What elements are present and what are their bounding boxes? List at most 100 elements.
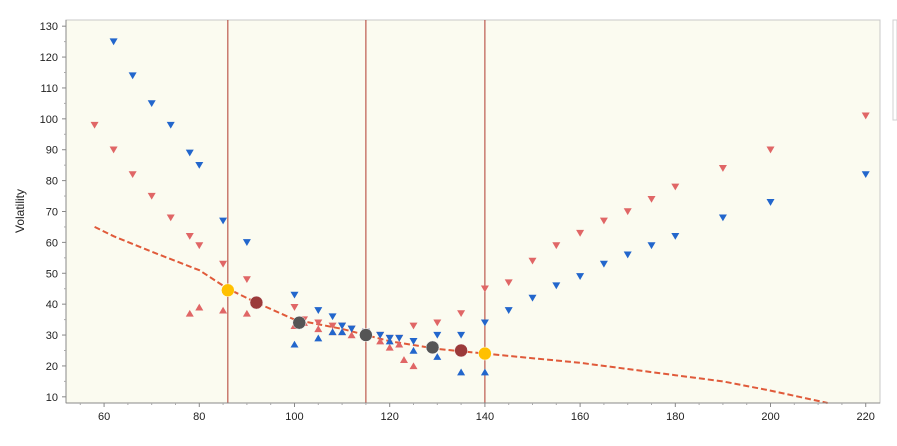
red-triangle-down-point — [599, 217, 608, 225]
highlight-marker — [359, 328, 373, 342]
highlight-marker — [425, 340, 440, 355]
y-tick-label: 100 — [40, 114, 58, 126]
x-tick-label: 140 — [476, 411, 494, 423]
blue-triangle-down-point — [166, 121, 175, 129]
blue-triangle-down-point — [219, 217, 228, 225]
highlight-marker — [478, 346, 492, 361]
red-triangle-down-point — [314, 319, 323, 327]
red-triangle-down-point — [242, 276, 251, 284]
blue-triangle-down-point — [314, 307, 323, 314]
blue-triangle-down-point — [109, 38, 118, 46]
red-triangle-up-point — [385, 343, 394, 351]
blue-triangle-down-point — [128, 72, 137, 80]
blue-triangle-up-point — [385, 337, 394, 345]
blue-triangle-down-point — [766, 199, 775, 206]
red-triangle-up-point — [185, 309, 194, 317]
y-tick-label: 130 — [40, 21, 58, 33]
blue-triangle-down-point — [147, 100, 156, 107]
red-triangle-down-point — [457, 310, 466, 318]
red-triangle-down-point — [861, 112, 870, 120]
blue-triangle-down-point — [861, 171, 870, 179]
red-triangle-down-point — [671, 183, 680, 191]
x-tick-label: 80 — [193, 411, 205, 423]
legend-stub — [892, 19, 897, 121]
red-triangle-up-point — [399, 356, 408, 363]
blue-triangle-down-point — [433, 331, 442, 339]
red-triangle-down-point — [718, 165, 727, 172]
red-triangle-up-point — [242, 309, 251, 317]
blue-triangle-down-point — [338, 322, 347, 330]
y-tick-label: 90 — [46, 145, 58, 157]
red-triangle-down-point — [185, 233, 194, 240]
y-tick-label: 10 — [46, 392, 58, 404]
blue-triangle-down-point — [504, 307, 513, 314]
y-tick-label: 80 — [46, 176, 58, 188]
blue-triangle-up-point — [433, 353, 442, 360]
blue-triangle-down-point — [376, 331, 385, 339]
x-tick-label: 60 — [98, 411, 110, 423]
x-ticks: 60 80 100 120 140 160 180 200 220 — [79, 403, 875, 423]
highlight-markers — [221, 283, 492, 361]
x-tick-label: 160 — [571, 411, 589, 423]
x-tick-label: 200 — [761, 411, 779, 423]
blue-triangle-down-point — [290, 291, 299, 299]
blue-triangle-up-point — [290, 340, 299, 348]
y-tick-label: 20 — [46, 361, 58, 373]
y-tick-label: 40 — [46, 299, 58, 311]
blue-triangle-down-point — [185, 149, 194, 157]
blue-triangle-down-point — [395, 334, 404, 342]
red-triangle-up-point — [195, 303, 204, 311]
red-triangle-down-point — [109, 146, 118, 154]
red-triangle-down-point — [504, 279, 513, 287]
blue-triangle-down-point — [671, 233, 680, 240]
blue-triangle-down-point — [347, 325, 356, 333]
red-triangle-down-point — [195, 242, 204, 250]
red-triangle-down-point — [290, 304, 299, 311]
blue-triangle-down-point — [195, 161, 204, 169]
y-tick-label: 30 — [46, 330, 58, 342]
blue-triangle-down-point — [328, 313, 337, 321]
red-triangle-up-point — [409, 362, 418, 370]
red-triangle-down-point — [328, 322, 337, 330]
red-triangle-up-point — [314, 325, 323, 333]
blue-triangle-down-point — [576, 273, 585, 280]
blue-triangle-down-point — [599, 260, 608, 268]
series-group — [90, 38, 870, 376]
red-triangle-down-point — [576, 229, 585, 237]
y-ticks: 10 20 30 40 50 60 70 80 90 100 110 120 130 — [40, 21, 66, 404]
y-tick-label: 110 — [40, 83, 58, 95]
y-tick-label: 60 — [46, 237, 58, 249]
red-triangle-down-point — [147, 192, 156, 200]
red-triangle-up-point — [395, 340, 404, 348]
blue-triangle-down-point — [242, 239, 251, 246]
blue-triangle-down-point — [623, 251, 632, 259]
highlight-marker — [221, 283, 235, 298]
x-tick-label: 100 — [285, 411, 303, 423]
blue-triangle-down-point — [409, 338, 418, 345]
blue-triangle-down-point — [457, 331, 466, 339]
blue-triangle-up-point — [314, 334, 323, 342]
blue-triangle-down-point — [718, 214, 727, 222]
red-triangle-down-point — [623, 208, 632, 216]
blue-triangle-up-point — [328, 328, 337, 336]
y-tick-label: 50 — [46, 268, 58, 280]
red-triangle-up-point — [347, 331, 356, 339]
red-triangle-down-point — [219, 260, 228, 268]
x-tick-label: 220 — [857, 411, 875, 423]
y-axis-title: Volatility — [13, 189, 27, 233]
red-triangle-down-point — [433, 319, 442, 327]
y-tick-label: 70 — [46, 207, 58, 219]
highlight-marker — [454, 343, 468, 358]
red-triangle-down-point — [552, 242, 561, 250]
x-tick-label: 120 — [381, 411, 399, 423]
red-triangle-down-point — [128, 171, 137, 179]
plot-area — [65, 19, 881, 404]
blue-triangle-down-point — [480, 319, 489, 327]
red-triangle-down-point — [90, 121, 99, 129]
blue-triangle-up-point — [457, 368, 466, 376]
blue-triangle-up-point — [409, 346, 418, 354]
x-tick-label: 180 — [666, 411, 684, 423]
highlight-marker — [249, 295, 264, 310]
red-triangle-up-point — [376, 337, 385, 345]
